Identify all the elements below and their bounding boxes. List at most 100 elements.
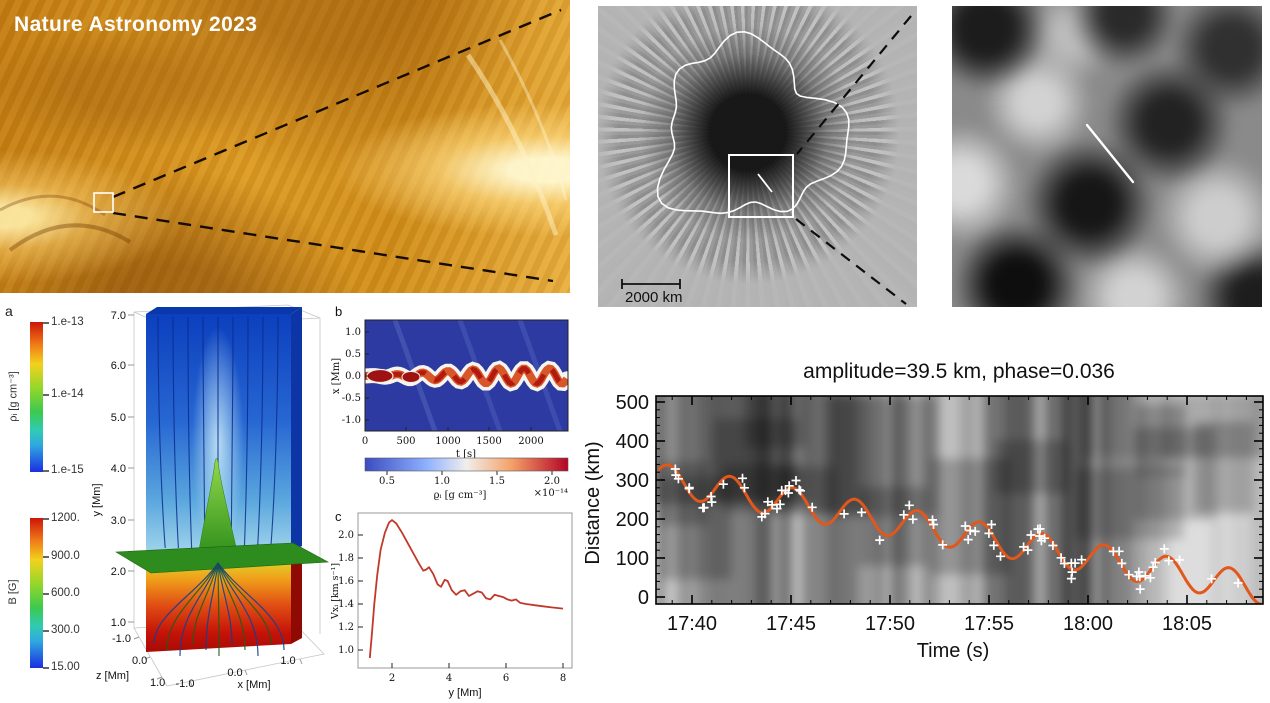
axis-ticks-3d (128, 314, 303, 687)
zoom-guide-line-upper (796, 15, 912, 155)
horizontal-cut-plane (115, 542, 330, 574)
slit-line-small (757, 173, 773, 193)
kymograph-xlabel: Time (s) (917, 640, 990, 662)
ytick: -0.5 (342, 393, 361, 404)
ytick: 1.2 (338, 622, 354, 633)
kymograph-frame (655, 395, 1264, 605)
xtick: 0 (362, 436, 368, 447)
ztick: 0.0 (132, 655, 147, 667)
ytick: 1.0 (345, 327, 361, 338)
zoom-annotations (1085, 123, 1135, 184)
zoom-guide-line-upper (112, 8, 562, 199)
kymograph-panel: amplitude=39.5 km, phase=0.036 Distance … (585, 360, 1264, 662)
euv-context-image: Nature Astronomy 2023 (0, 0, 570, 293)
xtick: 17:40 (667, 613, 717, 635)
xtick: 8 (560, 673, 566, 684)
panel-c-ticks (358, 534, 564, 668)
ylabel: Vxᵢ [km s⁻¹] (330, 563, 341, 620)
scalebar-label: 2000 km (625, 289, 683, 306)
ytick: 1.4 (338, 599, 354, 610)
colorbar-tick-label: 1.e-15 (51, 464, 84, 476)
xtick: 1500 (476, 436, 501, 447)
field-colorbar-label: B [G] (7, 579, 19, 605)
xtick: 17:55 (964, 613, 1014, 635)
ytick: 2.0 (338, 530, 354, 541)
colorbar-tick (43, 394, 49, 396)
oscillating-tube-ridge (365, 360, 568, 392)
xtick: -1.0 (176, 678, 195, 690)
xtick: 17:45 (766, 613, 816, 635)
velocity-curve (368, 519, 564, 659)
scalebar: 2000 km (621, 279, 683, 306)
xlabel-3d: x [Mm] (238, 679, 271, 691)
field-lines-upper (157, 316, 279, 549)
colorbar-tick (43, 667, 49, 669)
coronal-loop (0, 194, 106, 217)
ytick: 500 (616, 392, 649, 414)
cbar-tick: 0.5 (379, 476, 395, 487)
measured-position-markers (670, 464, 1243, 594)
axis-labels-3d: 7.0 6.0 5.0 4.0 3.0 2.0 1.0 y [Mm] -1.0 … (91, 310, 296, 691)
cbar-tick: 1.0 (434, 476, 450, 487)
zlabel-3d: z [Mm] (96, 670, 129, 682)
colorbar-tick (43, 630, 49, 632)
umbral-dots-texture (952, 6, 1262, 307)
fitted-oscillation-curve (657, 463, 1263, 604)
panel-a-letter: a (5, 303, 13, 319)
panel-b-heatmap (365, 320, 568, 431)
ytick: 1.0 (111, 617, 126, 629)
bright-streak (465, 53, 559, 236)
coronal-loop (8, 223, 132, 252)
slit-line (1085, 123, 1135, 184)
euv-texture (0, 0, 570, 293)
panel-c-velocity-plot: c 2.0 1.8 1.6 1.4 1.2 1.0 Vxᵢ [km s⁻¹] 2… (330, 509, 573, 699)
xtick: 4 (446, 673, 452, 684)
kymograph-ylabel: Distance (km) (585, 441, 604, 564)
field-lines-lower (153, 562, 285, 657)
cbar-scale: ×10⁻¹⁴ (534, 488, 568, 499)
flux-tube-3d-plot: 7.0 6.0 5.0 4.0 3.0 2.0 1.0 y [Mm] -1.0 … (91, 304, 330, 691)
kymograph-plot-area (656, 396, 1263, 604)
tube-side-face (291, 307, 302, 552)
xtick: 0.0 (227, 667, 242, 679)
ytick: 6.0 (111, 360, 126, 372)
ylabel: x [Mm] (331, 358, 342, 394)
sunspot-image: 2000 km (598, 6, 917, 307)
sunspot-annotations: 2000 km (621, 15, 912, 306)
ytick: 0.0 (345, 371, 361, 382)
panel-b-letter: b (335, 304, 342, 319)
ylabel-3d: y [Mm] (91, 484, 103, 517)
ytick: 1.6 (338, 576, 354, 587)
zoom-guide-line-lower (795, 218, 907, 305)
xtick: 18:00 (1063, 613, 1113, 635)
colorbar-tick-label: 600.0 (51, 587, 80, 599)
panel-b-timedistance: b 1.0 0.5 0.0 -0.5 -1.0 x [Mm] 0 500 100… (331, 304, 569, 501)
kymograph-ticks (656, 396, 1263, 604)
density-isosurface-spike (197, 458, 239, 557)
colorbar-tick (43, 556, 49, 558)
ytick: 3.0 (111, 515, 126, 527)
xtick: 17:50 (865, 613, 915, 635)
watermark-label: Nature Astronomy 2023 (14, 13, 258, 36)
kymograph-title: amplitude=39.5 km, phase=0.036 (803, 360, 1115, 383)
ytick: 400 (616, 431, 649, 453)
ztick: -1.0 (112, 633, 131, 645)
ytick: 4.0 (111, 463, 126, 475)
cbar-tick: 2.0 (544, 476, 560, 487)
colorbar-tick-label: 1.e-13 (51, 316, 84, 328)
field-colorbar (30, 518, 43, 668)
photosphere-slab-side (291, 552, 302, 644)
umbra-contour (656, 31, 850, 215)
zoom-guide-line-lower (112, 211, 554, 283)
tube-top-face (146, 307, 302, 314)
ytick: 7.0 (111, 310, 126, 322)
bright-streak (498, 39, 568, 201)
colorbar-tick-label: 300.0 (51, 624, 80, 636)
roi-box (728, 154, 794, 218)
cbar-label: ϱᵢ [g cm⁻³] (434, 490, 487, 501)
ytick: 300 (616, 470, 649, 492)
ytick: 5.0 (111, 412, 126, 424)
ytick: 2.0 (111, 566, 126, 578)
colorbar-tick-label: 900.0 (51, 550, 80, 562)
